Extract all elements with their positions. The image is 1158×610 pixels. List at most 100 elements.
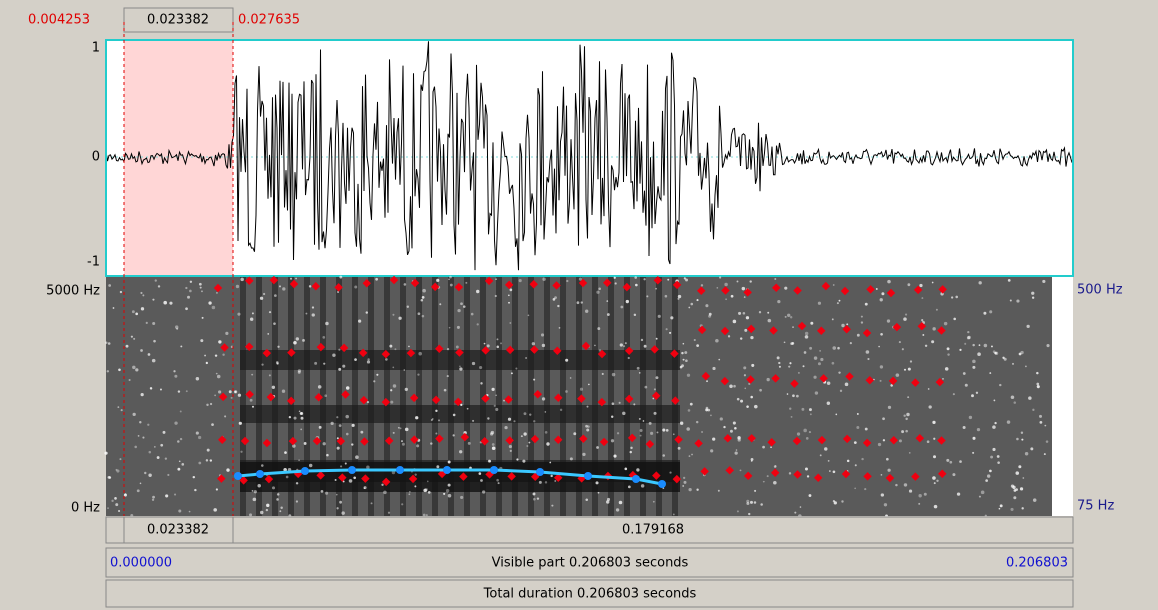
waveform-panel[interactable] bbox=[106, 40, 1073, 276]
formant-dot bbox=[262, 438, 272, 448]
total-bar[interactable] bbox=[105, 579, 1074, 608]
formant-dot bbox=[721, 286, 730, 295]
noise-speck bbox=[399, 427, 402, 430]
noise-speck bbox=[824, 447, 828, 451]
formant-dot bbox=[217, 435, 227, 445]
noise-speck bbox=[149, 387, 153, 390]
noise-speck bbox=[360, 430, 364, 434]
glottal-striation bbox=[400, 277, 406, 516]
noise-speck bbox=[613, 276, 616, 279]
noise-speck bbox=[877, 442, 882, 447]
noise-speck bbox=[323, 362, 326, 365]
after-bar[interactable] bbox=[232, 516, 1074, 544]
formant-dot bbox=[603, 278, 612, 287]
selection-bar-label[interactable]: 0.023382 bbox=[147, 523, 209, 538]
noise-speck bbox=[582, 452, 586, 457]
noise-speck bbox=[266, 503, 270, 508]
noise-speck bbox=[189, 280, 193, 283]
noise-speck bbox=[1007, 278, 1011, 282]
noise-speck bbox=[551, 504, 554, 507]
selection-button[interactable] bbox=[123, 7, 234, 33]
noise-speck bbox=[1044, 424, 1047, 427]
noise-speck bbox=[1019, 487, 1024, 491]
noise-speck bbox=[376, 373, 379, 376]
noise-speck bbox=[682, 342, 685, 345]
noise-speck bbox=[1045, 440, 1049, 443]
noise-speck bbox=[953, 317, 956, 321]
glottal-striation bbox=[544, 277, 550, 516]
noise-speck bbox=[959, 348, 962, 351]
selection-bar[interactable] bbox=[123, 516, 234, 544]
noise-speck bbox=[216, 291, 218, 294]
noise-speck bbox=[140, 392, 144, 397]
noise-speck bbox=[120, 409, 123, 412]
noise-speck bbox=[951, 296, 954, 299]
noise-speck bbox=[509, 288, 513, 292]
noise-speck bbox=[198, 435, 202, 440]
visible-bar[interactable] bbox=[105, 547, 1074, 578]
glottal-striation bbox=[672, 277, 678, 516]
noise-speck bbox=[1021, 507, 1024, 510]
noise-speck bbox=[665, 328, 668, 331]
before-button[interactable] bbox=[105, 516, 125, 544]
noise-speck bbox=[683, 476, 686, 480]
noise-speck bbox=[159, 388, 162, 391]
noise-speck bbox=[686, 427, 690, 431]
noise-speck bbox=[736, 280, 739, 283]
visible-label[interactable]: Visible part 0.206803 seconds bbox=[492, 556, 689, 571]
noise-speck bbox=[975, 391, 979, 394]
noise-speck bbox=[636, 468, 640, 472]
noise-speck bbox=[809, 346, 813, 350]
noise-speck bbox=[686, 373, 691, 377]
noise-speck bbox=[536, 497, 540, 500]
noise-speck bbox=[977, 352, 981, 356]
noise-speck bbox=[839, 389, 843, 393]
noise-speck bbox=[683, 277, 686, 280]
noise-speck bbox=[204, 354, 206, 357]
formant-dot bbox=[358, 348, 368, 358]
after-bar-label[interactable]: 0.179168 bbox=[622, 523, 684, 538]
noise-speck bbox=[1031, 291, 1035, 295]
noise-speck bbox=[790, 415, 793, 418]
noise-speck bbox=[576, 301, 580, 305]
noise-speck bbox=[446, 348, 450, 351]
noise-speck bbox=[1020, 350, 1024, 355]
noise-speck bbox=[630, 446, 633, 450]
noise-speck bbox=[251, 490, 254, 492]
noise-speck bbox=[640, 338, 644, 342]
noise-speck bbox=[206, 403, 209, 407]
glottal-striation bbox=[416, 277, 422, 516]
formant-dot bbox=[431, 395, 441, 405]
noise-speck bbox=[303, 442, 307, 445]
noise-speck bbox=[449, 283, 453, 287]
noise-speck bbox=[142, 294, 145, 297]
noise-speck bbox=[804, 467, 808, 471]
noise-speck bbox=[300, 428, 303, 431]
noise-speck bbox=[160, 443, 164, 447]
noise-speck bbox=[237, 312, 241, 316]
noise-speck bbox=[107, 507, 109, 509]
noise-speck bbox=[205, 361, 208, 365]
noise-speck bbox=[367, 358, 370, 361]
noise-speck bbox=[215, 488, 218, 491]
noise-speck bbox=[455, 345, 459, 349]
selection-duration[interactable]: 0.023382 bbox=[147, 13, 209, 28]
noise-speck bbox=[1036, 382, 1040, 386]
total-label[interactable]: Total duration 0.206803 seconds bbox=[483, 587, 697, 602]
noise-speck bbox=[696, 344, 700, 348]
noise-speck bbox=[677, 297, 680, 300]
noise-speck bbox=[832, 346, 837, 350]
noise-speck bbox=[921, 297, 924, 299]
noise-speck bbox=[261, 363, 264, 366]
noise-speck bbox=[416, 444, 420, 448]
noise-speck bbox=[430, 442, 433, 445]
noise-speck bbox=[500, 342, 502, 345]
noise-speck bbox=[833, 501, 837, 505]
noise-speck bbox=[927, 388, 930, 390]
noise-speck bbox=[841, 500, 844, 503]
formant-dot bbox=[220, 343, 229, 352]
noise-speck bbox=[829, 470, 831, 472]
noise-speck bbox=[955, 295, 959, 299]
noise-speck bbox=[846, 459, 850, 463]
noise-speck bbox=[744, 328, 748, 332]
